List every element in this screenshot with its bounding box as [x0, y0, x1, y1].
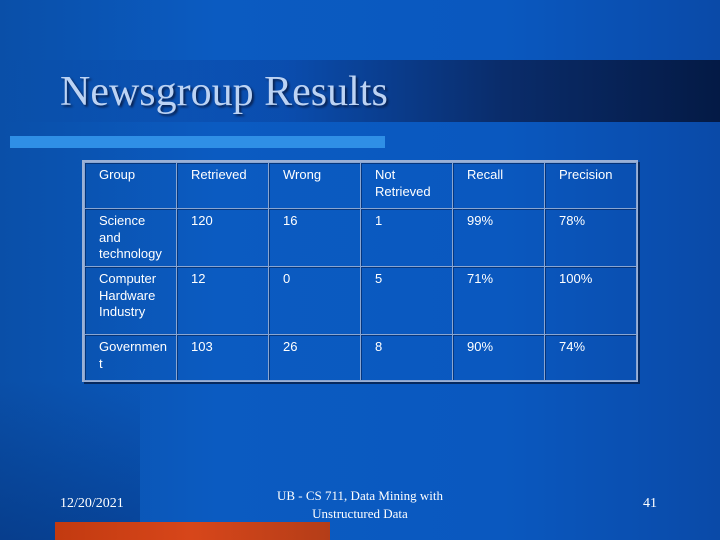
header-cell: Retrieved	[176, 162, 269, 209]
table-header-row: Group Retrieved Wrong Not Retrieved Reca…	[84, 162, 637, 209]
table-cell: 0	[268, 266, 361, 335]
slide-title: Newsgroup Results	[60, 69, 388, 115]
table-cell: 12	[176, 266, 269, 335]
header-cell: Precision	[544, 162, 637, 209]
header-cell: Wrong	[268, 162, 361, 209]
footer-course-line: Unstructured Data	[312, 506, 408, 521]
table-cell: 1	[360, 208, 453, 267]
table-cell: Government	[84, 334, 177, 381]
footer-course-line: UB - CS 711, Data Mining with	[277, 488, 443, 503]
results-table: Group Retrieved Wrong Not Retrieved Reca…	[82, 160, 638, 382]
table-cell: 120	[176, 208, 269, 267]
header-cell: Not Retrieved	[360, 162, 453, 209]
table-cell: Science and technology	[84, 208, 177, 267]
accent-line	[10, 136, 385, 148]
table-cell: 78%	[544, 208, 637, 267]
table-row: Government 103 26 8 90% 74%	[84, 334, 637, 381]
table-cell: 90%	[452, 334, 545, 381]
background-panel	[0, 380, 140, 540]
header-cell: Recall	[452, 162, 545, 209]
title-band	[0, 60, 720, 122]
table-row: Science and technology 120 16 1 99% 78%	[84, 208, 637, 267]
table-cell: 74%	[544, 334, 637, 381]
page-number: 41	[643, 496, 657, 511]
table-cell: Computer Hardware Industry	[84, 266, 177, 335]
footer-date: 12/20/2021	[60, 496, 124, 511]
footer-course: UB - CS 711, Data Mining with Unstructur…	[270, 487, 450, 523]
table-cell: 71%	[452, 266, 545, 335]
table-cell: 99%	[452, 208, 545, 267]
table-cell: 8	[360, 334, 453, 381]
table-cell: 5	[360, 266, 453, 335]
table-cell: 100%	[544, 266, 637, 335]
bottom-accent-bar	[55, 522, 330, 540]
table-cell: 16	[268, 208, 361, 267]
header-cell: Group	[84, 162, 177, 209]
table-row: Computer Hardware Industry 12 0 5 71% 10…	[84, 266, 637, 335]
table-cell: 103	[176, 334, 269, 381]
table-cell: 26	[268, 334, 361, 381]
